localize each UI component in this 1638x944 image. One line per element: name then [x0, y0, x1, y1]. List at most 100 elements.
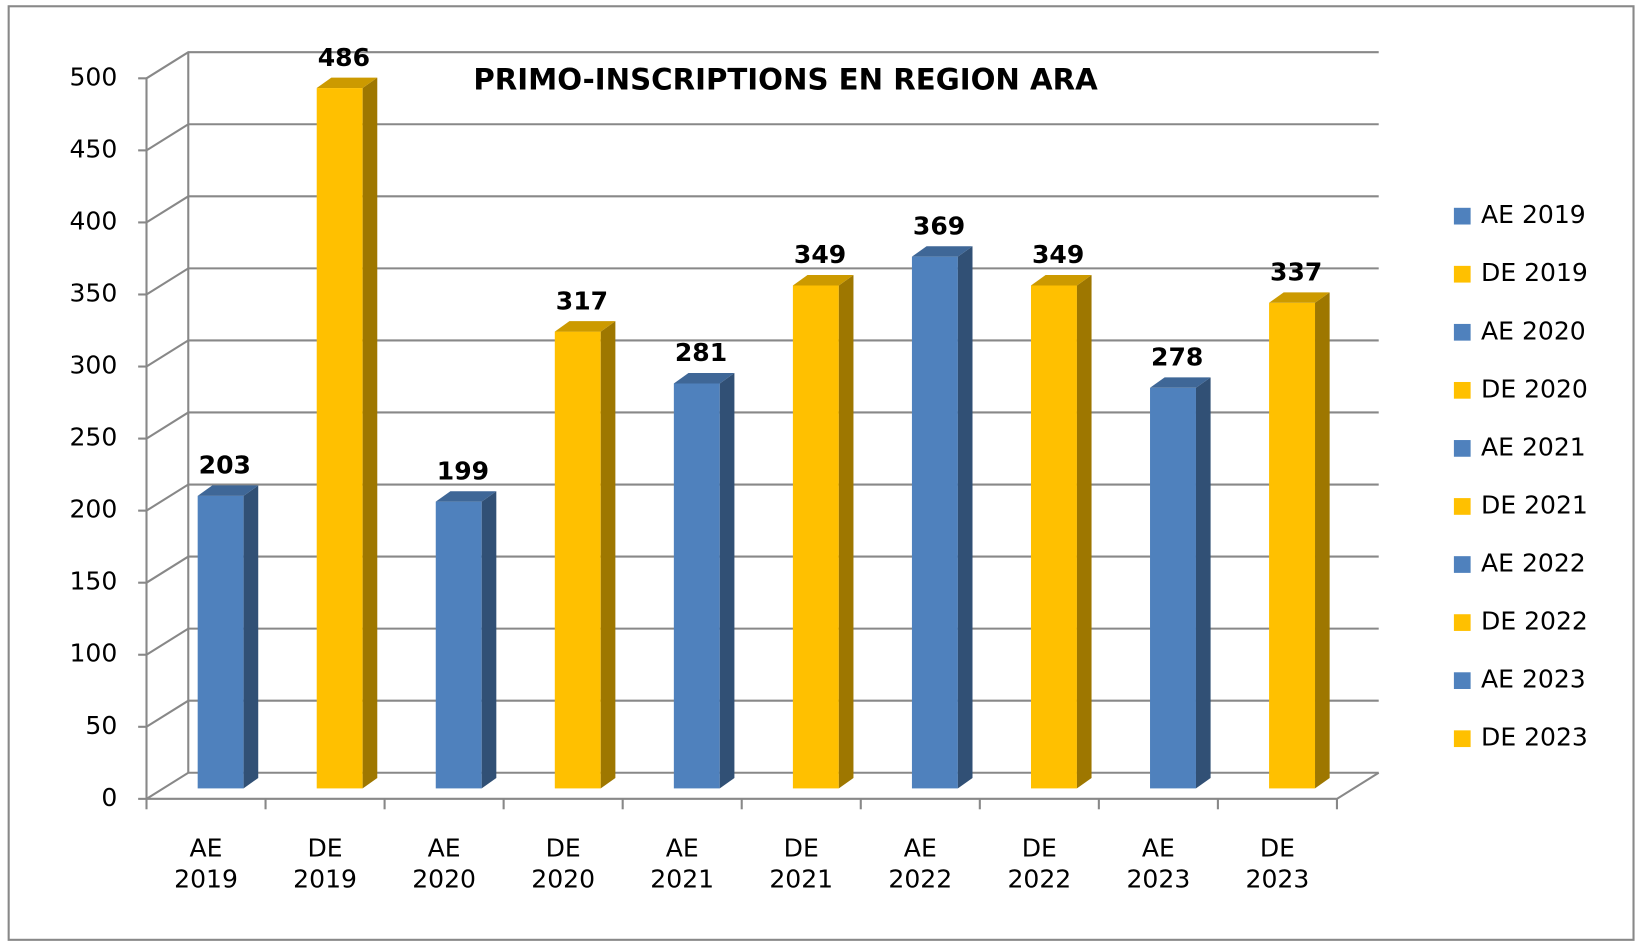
- x-tick-label: AE 2023: [1126, 833, 1191, 894]
- bar-side: [719, 373, 735, 789]
- bar-top: [1269, 292, 1330, 303]
- bar-front: [435, 501, 482, 789]
- x-tick-label-box: AE 2023: [1126, 833, 1191, 894]
- bar-top: [316, 77, 378, 89]
- bar-top: [911, 246, 973, 257]
- x-tick-label-box: AE 2019: [174, 833, 238, 894]
- x-tick-label-box: DE 2023: [1245, 833, 1310, 894]
- x-tick-label: AE 2019: [174, 833, 238, 894]
- bar-side: [362, 77, 378, 789]
- bar-front: [197, 495, 244, 789]
- bar-front: [911, 256, 958, 789]
- bar-side: [600, 321, 616, 789]
- bar-side: [1076, 275, 1092, 789]
- legend-swatch: [1453, 614, 1471, 631]
- x-tick-label: DE 2020: [531, 833, 596, 894]
- grid-line: [145, 627, 1379, 656]
- grid-line: [145, 699, 1379, 728]
- bar-top: [554, 321, 616, 332]
- y-tick-label: 400: [69, 206, 117, 235]
- bar-side: [1195, 377, 1211, 789]
- value-label: 199: [437, 456, 489, 485]
- y-tick-label: 100: [69, 639, 117, 668]
- bar-top: [435, 491, 497, 502]
- value-label: 281: [675, 338, 727, 367]
- y-tick-label: 200: [69, 495, 117, 524]
- x-tick-label: AE 2022: [888, 833, 953, 894]
- legend-swatch: [1453, 265, 1471, 283]
- y-tick-label: 500: [69, 62, 117, 91]
- legend-swatch: [1453, 323, 1471, 341]
- bar-top: [1030, 275, 1092, 286]
- bar-front: [316, 88, 363, 789]
- bar-front: [1269, 302, 1316, 789]
- value-label: 349: [1032, 240, 1084, 269]
- legend-label: DE 2023: [1481, 723, 1588, 752]
- bar: [1030, 275, 1092, 789]
- y-tick-label: 150: [69, 567, 117, 596]
- legend-label: DE 2021: [1481, 490, 1588, 519]
- bar: [435, 491, 497, 789]
- x-tick-label: DE 2023: [1245, 833, 1310, 894]
- chart-title: PRIMO-INSCRIPTIONS EN REGION ARA: [473, 62, 1098, 96]
- bar-front: [554, 331, 601, 789]
- legend-label: AE 2021: [1481, 432, 1586, 461]
- value-label: 203: [199, 451, 251, 480]
- legend-label: DE 2019: [1481, 258, 1588, 287]
- x-tick-label: AE 2021: [650, 833, 715, 894]
- legend-label: AE 2020: [1481, 316, 1586, 345]
- x-tick-label: AE 2020: [412, 833, 476, 894]
- grid-line: [145, 411, 1379, 440]
- legend-label: AE 2023: [1481, 665, 1586, 694]
- grid-line: [145, 771, 1379, 800]
- x-tick-label: DE 2021: [769, 833, 834, 894]
- value-label: 369: [913, 211, 965, 240]
- x-tick-label: DE 2019: [293, 833, 357, 894]
- bar-top: [1150, 377, 1211, 388]
- legend-swatch: [1453, 730, 1471, 748]
- y-tick-label: 450: [69, 134, 117, 163]
- grid-line: [145, 555, 1379, 584]
- legend-swatch: [1453, 440, 1471, 457]
- bar: [673, 373, 735, 789]
- bar-side: [1315, 292, 1330, 789]
- x-tick-label-box: DE 2021: [769, 833, 834, 894]
- grid-line: [145, 51, 1379, 80]
- bar-top: [673, 373, 735, 384]
- legend-label: AE 2022: [1481, 549, 1586, 578]
- x-tick-label-box: AE 2021: [650, 833, 715, 894]
- bar-front: [673, 383, 720, 789]
- x-tick-label-box: DE 2022: [1007, 833, 1072, 894]
- legend-swatch: [1453, 672, 1471, 689]
- bar-top: [792, 275, 854, 286]
- bar-side: [838, 275, 854, 789]
- x-tick-label-box: AE 2022: [888, 833, 953, 894]
- grid-line: [145, 123, 1379, 152]
- value-label: 317: [556, 286, 608, 315]
- legend-label: DE 2020: [1481, 374, 1588, 403]
- x-tick-label: DE 2022: [1007, 833, 1072, 894]
- bar-front: [792, 285, 839, 789]
- grid-line: [145, 339, 1379, 368]
- grid-line: [145, 195, 1379, 224]
- bar: [911, 246, 973, 789]
- bar: [316, 77, 378, 789]
- grid-line: [145, 267, 1379, 296]
- value-label: 349: [794, 240, 846, 269]
- x-tick-label-box: DE 2019: [293, 833, 357, 894]
- x-tick-label-box: DE 2020: [531, 833, 596, 894]
- bar: [1150, 377, 1211, 789]
- bar: [197, 485, 259, 789]
- legend-label: DE 2022: [1481, 607, 1588, 636]
- legend-swatch: [1453, 556, 1471, 573]
- bar-side: [481, 491, 497, 789]
- y-tick-label: 350: [69, 278, 117, 307]
- bar-side: [243, 485, 259, 789]
- value-label: 486: [318, 43, 370, 72]
- bar: [1269, 292, 1330, 789]
- legend-swatch: [1453, 207, 1471, 225]
- bar-side: [957, 246, 973, 789]
- bar: [554, 321, 616, 789]
- y-tick-label: 250: [69, 423, 117, 452]
